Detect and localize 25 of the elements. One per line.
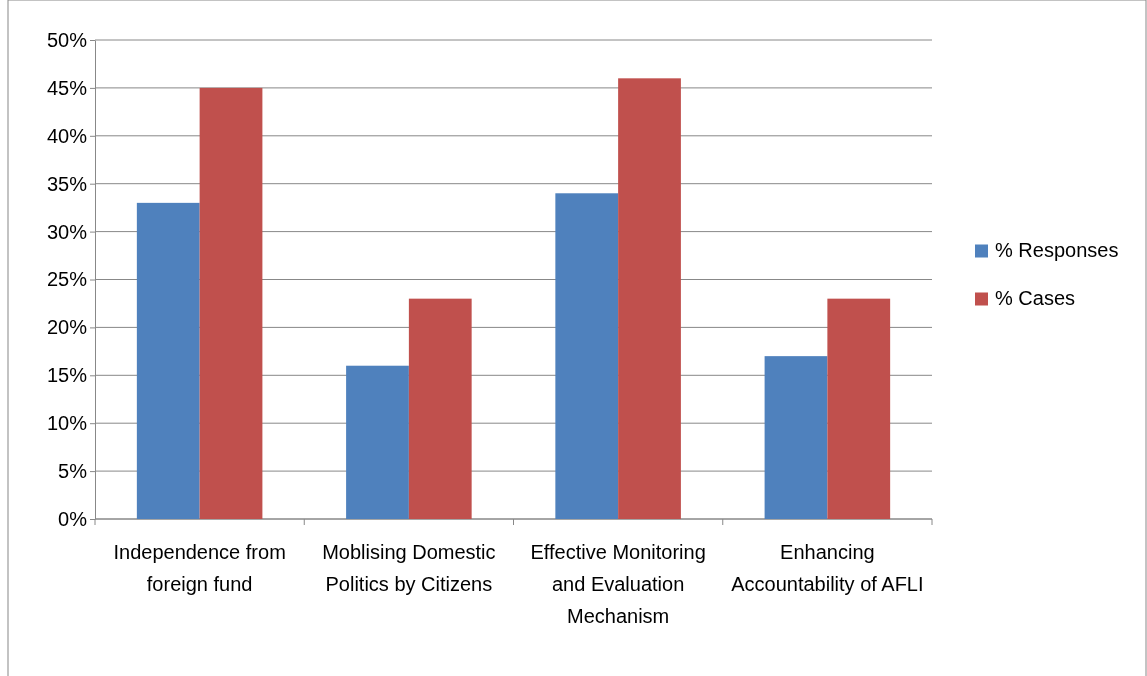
legend-label: % Responses (995, 238, 1119, 261)
y-tick-label: 20% (46, 316, 88, 339)
bar (555, 193, 619, 519)
bar (136, 202, 200, 519)
y-tick-label: 45% (46, 76, 88, 99)
x-tick-label: Independence from foreign fund (113, 541, 286, 595)
bar (827, 298, 891, 519)
y-tick-label: 0% (58, 507, 88, 530)
bar (346, 365, 409, 519)
bar (764, 356, 828, 519)
legend-label: % Cases (995, 286, 1076, 309)
y-tick-label: 5% (58, 460, 88, 482)
x-tick-label: Enhancing Accountability of AFLI (731, 541, 924, 595)
y-tick-label: 50% (46, 28, 88, 51)
bar (408, 298, 472, 519)
y-tick-label: 30% (46, 220, 88, 243)
y-tick-label: 25% (46, 268, 88, 291)
x-tick-label: Moblising Domestic Politics by Citizens (322, 541, 496, 595)
y-tick-label: 15% (46, 364, 88, 387)
bar (199, 87, 263, 519)
x-tick-label: Effective Monitoring and Evaluation Mechanism (530, 541, 706, 627)
y-tick-label: 35% (46, 172, 88, 195)
bar (618, 78, 681, 519)
y-tick-label: 40% (46, 124, 88, 147)
y-tick-label: 10% (46, 412, 88, 435)
